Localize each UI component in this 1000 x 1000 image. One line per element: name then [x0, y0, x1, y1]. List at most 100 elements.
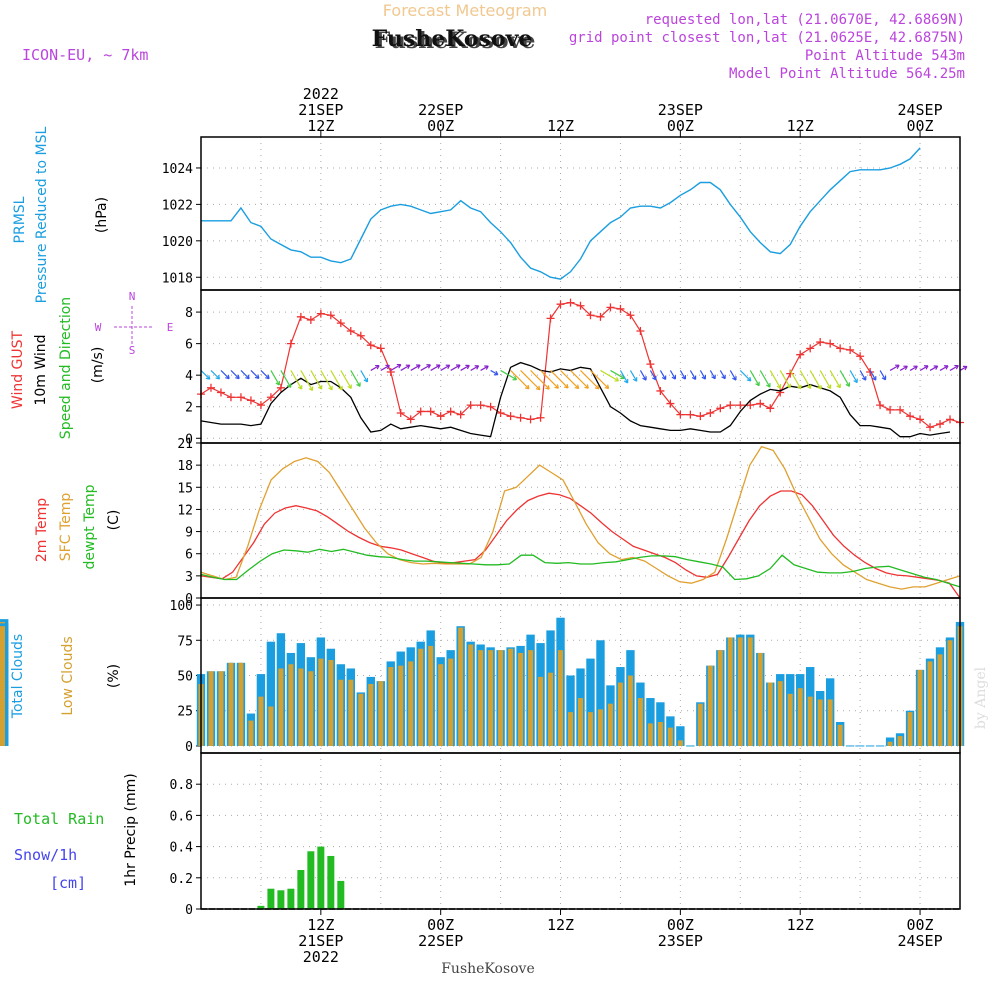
wind-arrowhead [205, 375, 211, 380]
chart-title-shadow: FusheKosove [375, 28, 536, 54]
gust-marker [576, 301, 585, 310]
gust-marker [516, 413, 525, 422]
wind-arrowhead [554, 384, 559, 389]
gust-marker [756, 399, 765, 408]
wind-arrowhead [797, 384, 802, 390]
rain-bar [297, 870, 305, 909]
temperature-ytick-label: 3 [185, 570, 193, 585]
low-cloud-bar [907, 712, 913, 746]
pressure-panel: 1018 1020 1022 1024 [162, 137, 960, 290]
wind-direction-arrow [340, 370, 352, 389]
wind-direction-arrow [949, 365, 959, 371]
temperature-ytick-label: 18 [177, 459, 193, 474]
top-axis-label: 12Z [787, 117, 814, 135]
wind-direction-arrow [829, 370, 841, 389]
wind-arrowhead [943, 365, 949, 370]
chart-title: FusheKosove [372, 26, 533, 52]
gust-marker [416, 407, 425, 416]
wind-arrowhead [245, 374, 250, 380]
wind-arrowhead [493, 370, 499, 376]
gust-marker [636, 327, 645, 336]
wind-direction-arrow [430, 364, 441, 371]
wind-arrowhead [524, 384, 530, 390]
low-cloud-bar [757, 652, 763, 746]
wind-arrowhead [426, 364, 431, 369]
dewpt-line [200, 548, 961, 588]
low-cloud-bar [498, 650, 504, 746]
low-cloud-bar [897, 736, 903, 746]
wind-arrowhead [465, 364, 470, 370]
low-cloud-bar [268, 706, 274, 746]
gust-marker [526, 415, 535, 424]
wind-direction-arrow [260, 370, 270, 380]
wind-direction-arrow [709, 370, 716, 380]
gust-marker [826, 339, 835, 348]
gust-marker [216, 388, 225, 397]
gust-marker [356, 331, 365, 340]
wind-direction-arrow [370, 365, 380, 371]
wind-arrowhead [254, 374, 260, 379]
wind-direction-arrow [510, 370, 530, 390]
wind-direction-arrow [320, 370, 333, 391]
wind-direction-arrow [889, 364, 900, 371]
clouds-panel: 0 25 50 75 100 [0, 598, 965, 755]
gust-marker [906, 412, 915, 421]
wind-direction-arrow [460, 364, 470, 371]
wind-arrowhead [623, 378, 629, 384]
gust-marker [476, 401, 485, 410]
wind-direction-arrow [520, 370, 541, 391]
gust-marker [936, 420, 945, 429]
wind-arrowhead [806, 384, 812, 389]
wind-arrowhead [235, 374, 240, 380]
compass-legend: N S W E [95, 290, 174, 357]
low-cloud-bar [667, 727, 673, 746]
t2m-line [200, 490, 961, 599]
temp-unit: (C) [106, 510, 122, 531]
low-cloud-bar [597, 709, 603, 746]
low-cloud-bar [368, 683, 374, 746]
wind-direction-arrow [380, 364, 390, 371]
wind-direction-arrow [410, 364, 421, 371]
wind-arrowhead [265, 374, 270, 380]
low-cloud-bar [258, 696, 264, 746]
bottom-axis-label: 00Z [907, 916, 934, 934]
wind-arrowhead [776, 384, 782, 389]
wind-direction-arrow [390, 364, 402, 371]
gust-marker [626, 311, 635, 320]
wind-direction-arrow [270, 370, 280, 386]
precip-ytick-label: 0.6 [170, 809, 193, 824]
bottom-axis-label: 00Z [427, 916, 454, 934]
gust-marker [766, 404, 775, 413]
wind-arrowhead [895, 364, 900, 370]
wind-direction-arrow [849, 370, 858, 383]
temperature-ytick-label: 0 [185, 592, 193, 607]
wind-arrowhead [652, 375, 657, 381]
low-cloud-bar [647, 723, 653, 746]
wind-direction-arrow [490, 369, 499, 376]
low-cloud-bar [637, 698, 643, 746]
wind10-label: 10m Wind [33, 334, 49, 405]
low-cloud-bar [448, 658, 454, 746]
low-cloud-bar [707, 665, 713, 746]
pressure-frame [200, 136, 961, 291]
gust-marker [846, 345, 855, 354]
wind-direction-arrow [919, 365, 929, 371]
bottom-axis-label: 00Z [667, 916, 694, 934]
temperature-frame [200, 442, 961, 599]
wind-direction-arrow [749, 370, 760, 386]
wind-direction-arrow [400, 364, 411, 371]
wind-arrowhead [632, 377, 638, 382]
low-cloud-bar [697, 703, 703, 746]
wind-direction-arrow [310, 370, 323, 390]
wind-arrowhead [913, 365, 918, 371]
low-cloud-bar [348, 679, 354, 746]
total-cloud-bar [596, 640, 605, 746]
bottom-axis-label: 22SEP [418, 932, 463, 950]
low-cloud-bar [338, 679, 344, 746]
low-cloud-bar [817, 699, 823, 746]
wind-arrowhead [594, 384, 600, 390]
bottom-axis-label: 12Z [547, 916, 574, 934]
temperature-ytick-label: 6 [185, 548, 193, 563]
pressure-ytick-label: 1018 [162, 271, 193, 286]
